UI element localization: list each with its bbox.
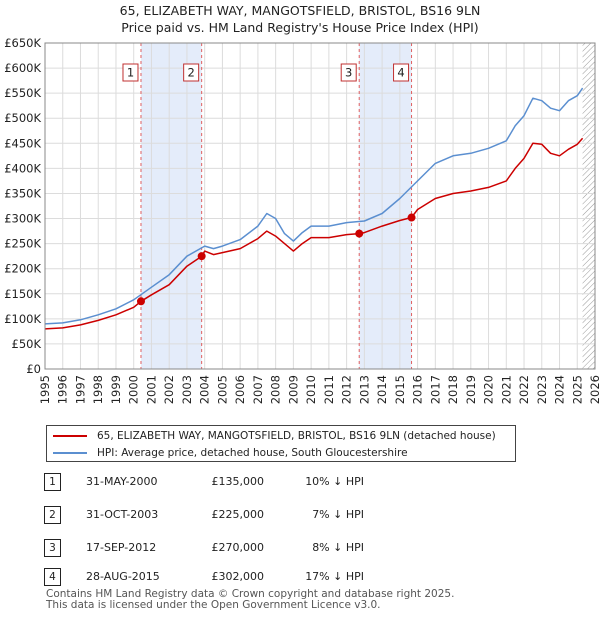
forecast-hatch (582, 43, 595, 369)
sale-number-label: 2 (187, 66, 194, 80)
footer-licence: This data is licensed under the Open Gov… (46, 599, 381, 611)
x-tick-label: 2000 (127, 375, 141, 404)
transaction-row: 2 31-OCT-2003 £225,000 7% ↓ HPI (44, 506, 384, 524)
legend-swatch-hpi (53, 452, 87, 454)
x-tick-label: 2001 (144, 375, 158, 404)
plot-area: £0 £50K £100K £150K £200K £250K £300K £350K £400… (4, 36, 600, 404)
legend-label-property: 65, ELIZABETH WAY, MANGOTSFIELD, BRISTOL… (97, 430, 496, 442)
y-tick-label: £450K (4, 136, 41, 150)
x-tick-label: 2004 (198, 375, 212, 404)
sale-number-label: 1 (127, 66, 134, 80)
x-tick-label: 2010 (304, 375, 318, 404)
legend: 65, ELIZABETH WAY, MANGOTSFIELD, BRISTOL… (46, 425, 516, 462)
y-tick-label: £350K (4, 186, 41, 200)
sale-number-label: 3 (345, 66, 352, 80)
x-tick-label: 2002 (162, 375, 176, 404)
transaction-price: £302,000 (211, 570, 265, 583)
chart-subtitle: Price paid vs. HM Land Registry's House … (121, 20, 478, 35)
transaction-row: 3 17-SEP-2012 £270,000 8% ↓ HPI (44, 539, 384, 557)
transaction-hpi: 17% ↓ HPI (305, 570, 364, 583)
sale-point (197, 252, 206, 261)
y-tick-label: £200K (4, 262, 41, 276)
sale-period-shade (359, 43, 412, 369)
x-tick-label: 2022 (517, 375, 531, 404)
legend-swatch-property (53, 435, 87, 437)
transaction-date: 31-OCT-2003 (86, 508, 159, 521)
transaction-price: £270,000 (211, 541, 265, 554)
x-tick-label: 2007 (251, 375, 265, 404)
transaction-hpi: 10% ↓ HPI (305, 475, 364, 488)
transaction-price: £135,000 (211, 475, 265, 488)
transaction-row: 1 31-MAY-2000 £135,000 10% ↓ HPI (44, 473, 384, 491)
transaction-number: 1 (44, 473, 61, 491)
footer: Contains HM Land Registry data © Crown c… (46, 589, 454, 611)
sale-point (407, 213, 416, 222)
x-tick-label: 2018 (446, 375, 460, 404)
plot-border (44, 42, 596, 370)
transaction-hpi: 8% ↓ HPI (312, 541, 364, 554)
x-tick-label: 2017 (428, 375, 442, 404)
transaction-number: 2 (44, 506, 61, 524)
y-tick-label: £600K (4, 61, 41, 75)
transaction-hpi: 7% ↓ HPI (312, 508, 364, 521)
plot-background (45, 43, 595, 369)
x-tick-label: 2006 (233, 375, 247, 404)
y-tick-label: £50K (12, 337, 42, 351)
x-tick-label: 2020 (482, 375, 496, 404)
x-tick-label: 2026 (588, 375, 600, 404)
sale-point (355, 229, 364, 238)
x-tick-label: 2025 (570, 375, 584, 404)
x-tick-label: 2011 (322, 375, 336, 404)
y-tick-label: £300K (4, 212, 41, 226)
x-tick-label: 2005 (215, 375, 229, 404)
hpi-line (45, 87, 584, 325)
x-tick-label: 2014 (375, 375, 389, 404)
sale-number-box (393, 63, 410, 82)
y-tick-label: £650K (4, 36, 41, 50)
price-chart: 65, ELIZABETH WAY, MANGOTSFIELD, BRISTOL… (4, 3, 600, 404)
transaction-number: 3 (44, 539, 61, 557)
transaction-date: 17-SEP-2012 (86, 541, 157, 554)
y-tick-label: £100K (4, 312, 41, 326)
chart-title: 65, ELIZABETH WAY, MANGOTSFIELD, BRISTOL… (120, 3, 481, 18)
footer-copyright: Contains HM Land Registry data © Crown c… (46, 588, 455, 600)
sale-number-box (122, 63, 139, 82)
x-tick-label: 1999 (109, 375, 123, 404)
x-tick-label: 2012 (340, 375, 354, 404)
legend-item-hpi: HPI: Average price, detached house, Sout… (53, 445, 408, 461)
y-tick-label: £250K (4, 237, 41, 251)
x-tick-label: 1995 (38, 375, 52, 404)
sale-number-label: 4 (397, 66, 404, 80)
x-tick-label: 2023 (535, 375, 549, 404)
x-tick-label: 2009 (286, 375, 300, 404)
transaction-date: 31-MAY-2000 (86, 475, 158, 488)
sale-period-shade (140, 43, 202, 369)
x-tick-label: 2019 (464, 375, 478, 404)
sale-number-box (183, 63, 200, 82)
y-tick-label: £150K (4, 287, 41, 301)
transaction-date: 28-AUG-2015 (86, 570, 160, 583)
x-tick-label: 2003 (180, 375, 194, 404)
x-tick-label: 1996 (56, 375, 70, 404)
transaction-number: 4 (44, 568, 61, 586)
transaction-price: £225,000 (211, 508, 265, 521)
y-tick-label: £550K (4, 86, 41, 100)
transaction-row: 4 28-AUG-2015 £302,000 17% ↓ HPI (44, 568, 384, 586)
sale-point (136, 297, 145, 306)
property-price-line (45, 137, 584, 330)
y-tick-label: £400K (4, 161, 41, 175)
sale-number-box (340, 63, 357, 82)
x-tick-label: 2024 (553, 375, 567, 404)
legend-item-property: 65, ELIZABETH WAY, MANGOTSFIELD, BRISTOL… (53, 428, 496, 444)
x-tick-label: 2015 (393, 375, 407, 404)
x-tick-label: 2013 (357, 375, 371, 404)
x-tick-label: 1997 (73, 375, 87, 404)
x-tick-label: 1998 (91, 375, 105, 404)
legend-label-hpi: HPI: Average price, detached house, Sout… (97, 447, 408, 459)
x-tick-label: 2016 (411, 375, 425, 404)
y-tick-label: £0 (26, 362, 41, 376)
x-tick-label: 2008 (269, 375, 283, 404)
y-tick-label: £500K (4, 111, 41, 125)
x-tick-label: 2021 (499, 375, 513, 404)
